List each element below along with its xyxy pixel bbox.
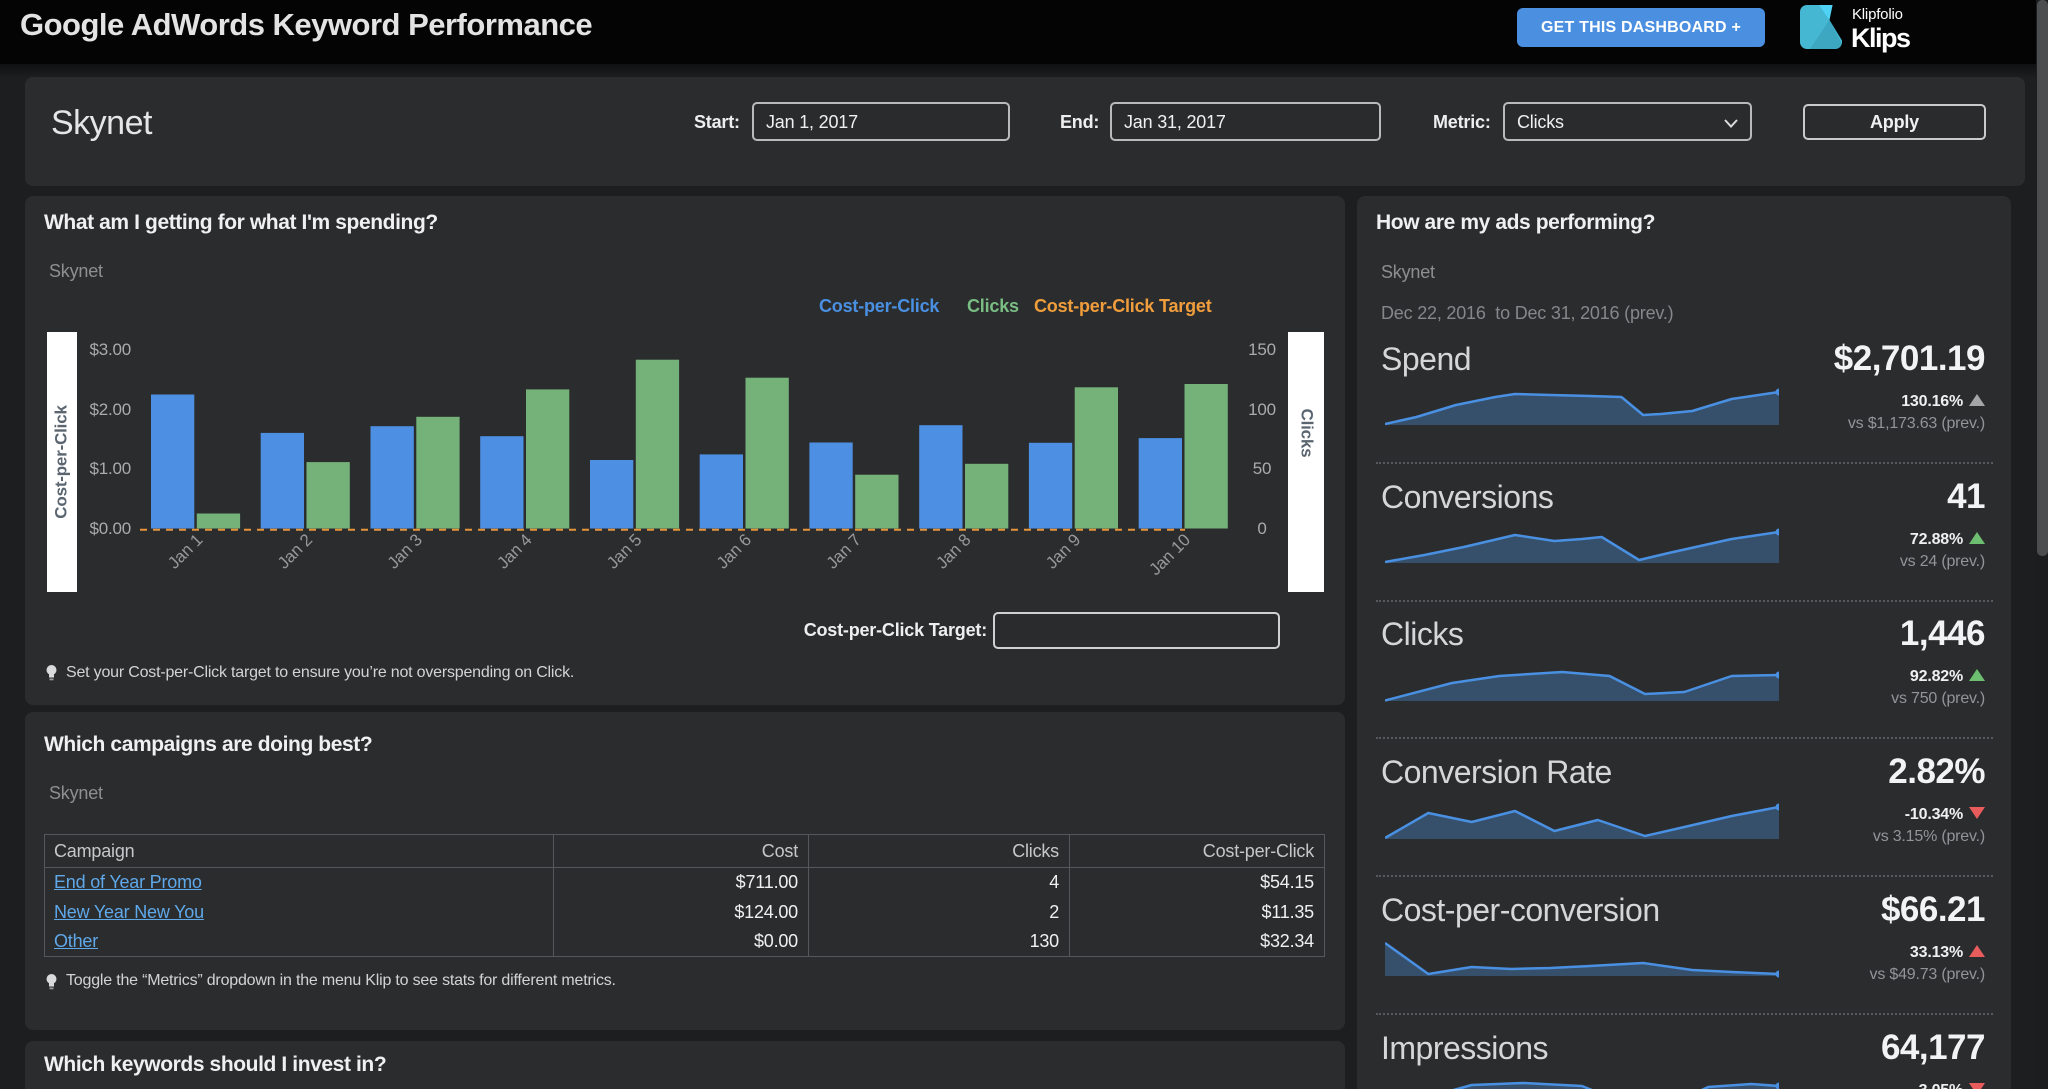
svg-text:50: 50 bbox=[1253, 459, 1272, 478]
svg-text:0: 0 bbox=[1257, 519, 1266, 538]
svg-text:Jan 10: Jan 10 bbox=[1145, 530, 1194, 579]
svg-text:$2.00: $2.00 bbox=[89, 400, 131, 419]
svg-text:Jan 1: Jan 1 bbox=[164, 530, 206, 572]
svg-text:100: 100 bbox=[1248, 400, 1276, 419]
svg-text:Jan 9: Jan 9 bbox=[1042, 530, 1084, 572]
svg-text:Jan 6: Jan 6 bbox=[713, 530, 755, 572]
svg-text:Cost-per-Click: Cost-per-Click bbox=[51, 405, 70, 519]
svg-text:Jan 8: Jan 8 bbox=[932, 530, 974, 572]
svg-text:$3.00: $3.00 bbox=[89, 340, 131, 359]
svg-text:Jan 2: Jan 2 bbox=[274, 530, 316, 572]
svg-text:Clicks: Clicks bbox=[1298, 409, 1317, 458]
svg-text:150: 150 bbox=[1248, 340, 1276, 359]
svg-text:Jan 5: Jan 5 bbox=[603, 530, 645, 572]
svg-text:$1.00: $1.00 bbox=[89, 459, 131, 478]
svg-text:Jan 4: Jan 4 bbox=[493, 530, 535, 572]
svg-text:$0.00: $0.00 bbox=[89, 519, 131, 538]
svg-text:Jan 7: Jan 7 bbox=[823, 530, 865, 572]
svg-text:Jan 3: Jan 3 bbox=[384, 530, 426, 572]
